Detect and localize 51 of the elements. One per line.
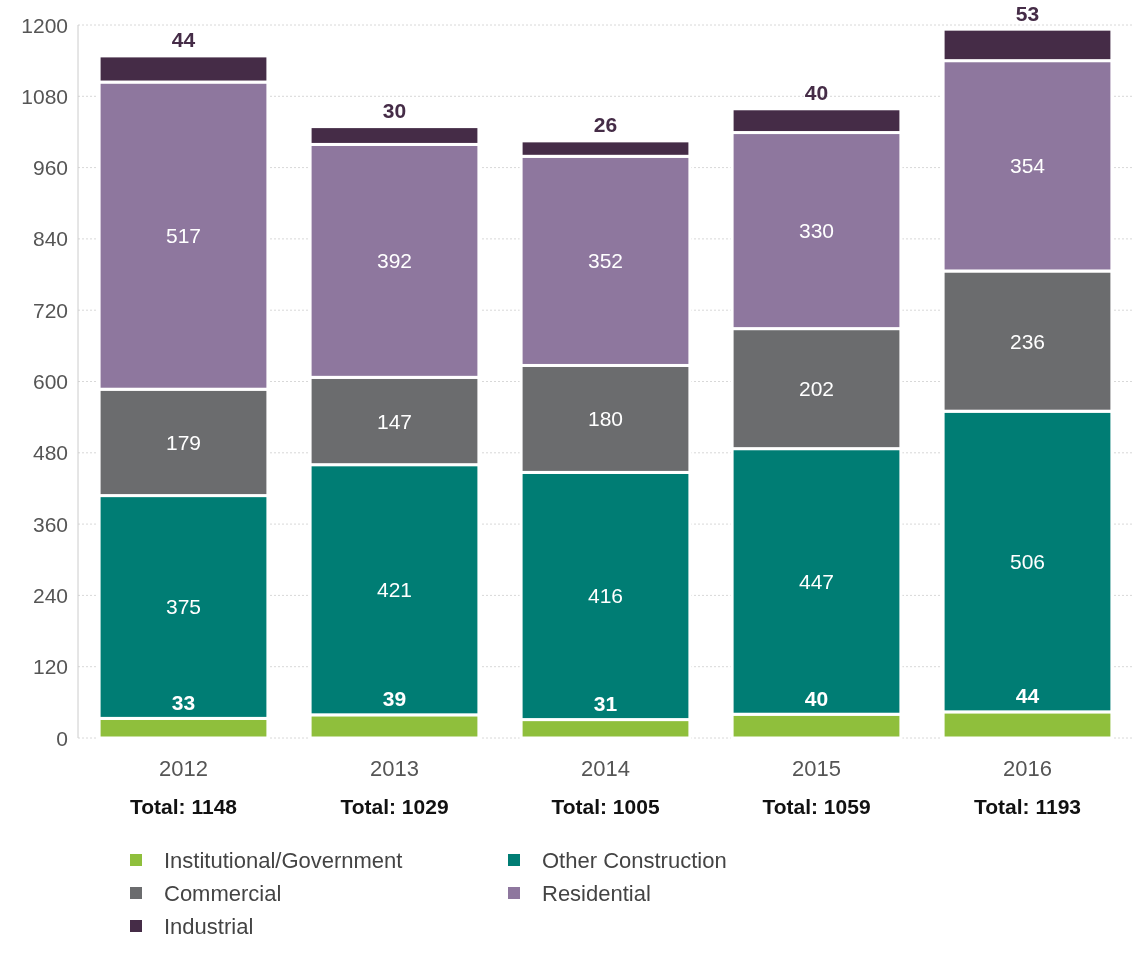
y-tick-label: 480 xyxy=(32,441,68,465)
x-tick-label: 2013 xyxy=(370,756,419,781)
data-label: 354 xyxy=(1009,154,1046,178)
legend-label: Other Construction xyxy=(542,847,727,873)
data-label: 40 xyxy=(804,81,829,105)
data-label: 180 xyxy=(587,407,624,431)
data-label: 39 xyxy=(382,687,407,711)
data-label: 416 xyxy=(587,584,624,608)
legend-label: Commercial xyxy=(164,880,282,906)
data-label: 147 xyxy=(376,409,413,433)
y-tick-label: 960 xyxy=(32,156,68,180)
x-tick-label: 2015 xyxy=(792,756,841,781)
data-label: 352 xyxy=(587,249,624,273)
data-label: 33 xyxy=(171,690,196,714)
data-label: 44 xyxy=(1015,684,1040,708)
y-tick-label: 360 xyxy=(32,512,68,536)
data-label: 421 xyxy=(376,578,413,602)
total-label: Total: 1059 xyxy=(762,795,871,818)
y-tick-label: 120 xyxy=(32,655,68,679)
y-tick-label: 840 xyxy=(32,227,68,251)
y-tick-label: 1080 xyxy=(21,84,68,108)
y-tick-label: 720 xyxy=(32,298,68,322)
y-tick-label: 240 xyxy=(32,583,68,607)
data-label: 40 xyxy=(804,686,829,710)
y-tick-label: 1200 xyxy=(21,13,68,37)
data-label: 517 xyxy=(165,224,202,248)
x-tick-label: 2014 xyxy=(581,756,630,781)
data-label: 26 xyxy=(593,113,618,137)
y-tick-label: 0 xyxy=(56,726,68,750)
y-tick-label: 600 xyxy=(32,370,68,393)
legend-label: Residential xyxy=(542,880,651,906)
x-tick-label: 2012 xyxy=(159,756,208,781)
data-label: 375 xyxy=(165,595,202,619)
data-label: 236 xyxy=(1009,329,1046,353)
data-label: 202 xyxy=(798,377,835,401)
x-tick-label: 2016 xyxy=(1003,756,1052,781)
legend-label: Industrial xyxy=(164,913,254,939)
data-label: 53 xyxy=(1015,1,1040,25)
data-label: 179 xyxy=(165,430,202,454)
legend-label: Institutional/Government xyxy=(164,847,403,873)
data-label: 44 xyxy=(171,28,196,52)
data-label: 30 xyxy=(382,99,407,123)
data-label: 447 xyxy=(798,569,835,593)
total-label: Total: 1005 xyxy=(551,795,660,818)
data-label: 506 xyxy=(1009,550,1046,574)
data-label: 31 xyxy=(593,692,618,716)
data-label: 330 xyxy=(798,219,835,243)
total-label: Total: 1148 xyxy=(130,795,238,818)
total-label: Total: 1193 xyxy=(974,795,1081,818)
total-label: Total: 1029 xyxy=(340,795,449,818)
data-label: 392 xyxy=(376,249,413,273)
